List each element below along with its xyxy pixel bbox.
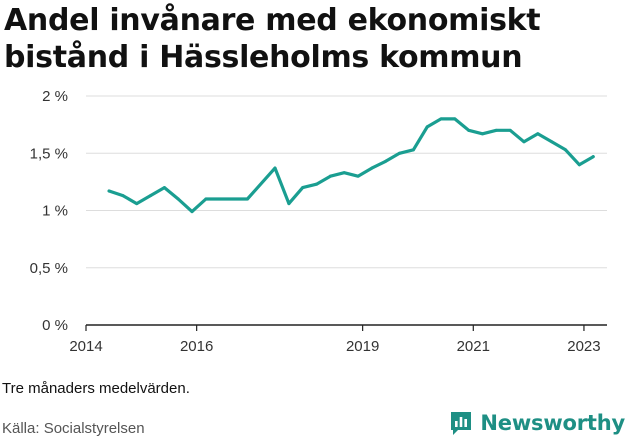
data-point [190, 210, 194, 214]
x-axis-ticks: 2014 2016 2019 2021 2023 [69, 325, 601, 355]
data-point [398, 151, 402, 155]
data-point [218, 197, 222, 201]
data-point [411, 148, 415, 152]
data-point [384, 159, 388, 163]
y-tick-label: 2 % [42, 88, 68, 105]
data-point [315, 182, 319, 186]
bar-chart-speech-bubble-icon [451, 412, 472, 435]
x-tick-label: 2014 [69, 338, 102, 355]
data-point [162, 186, 166, 190]
y-axis-tick-labels: 0 % 0,5 % 1 % 1,5 % 2 % [30, 88, 68, 334]
data-point [328, 174, 332, 178]
y-tick-label: 1,5 % [30, 145, 68, 162]
data-point [591, 155, 595, 159]
data-point [550, 140, 554, 144]
source-credit: Källa: Socialstyrelsen [2, 420, 145, 437]
data-point [301, 186, 305, 190]
gridlines [86, 95, 607, 269]
data-point [121, 194, 125, 198]
x-tick-label: 2019 [346, 338, 379, 355]
data-point [508, 128, 512, 132]
data-point [273, 166, 277, 170]
data-point [204, 197, 208, 201]
data-point [467, 128, 471, 132]
data-point [564, 148, 568, 152]
data-point [536, 132, 540, 136]
data-point [577, 163, 581, 167]
data-point [287, 202, 291, 206]
y-tick-label: 1 % [42, 203, 68, 220]
brand-logo: Newsworthy [449, 408, 625, 438]
brand-name: Newsworthy [480, 411, 625, 435]
line-chart: 0 % 0,5 % 1 % 1,5 % 2 % 2014 2016 2019 2021 2023 [30, 88, 607, 355]
data-point [356, 174, 360, 178]
y-tick-label: 0,5 % [30, 260, 68, 277]
y-tick-label: 0 % [42, 317, 68, 334]
data-point [245, 197, 249, 201]
chart-title: Andel invånare med ekonomiskt bistånd i … [4, 3, 541, 75]
x-tick-label: 2021 [457, 338, 490, 355]
data-point [425, 125, 429, 129]
footnote: Tre månaders medelvärden. [2, 380, 190, 397]
data-point [439, 117, 443, 121]
data-point [370, 166, 374, 170]
data-point [232, 197, 236, 201]
data-point [522, 140, 526, 144]
data-point [342, 171, 346, 175]
series-lines [107, 117, 595, 214]
data-point [453, 117, 457, 121]
data-point [494, 128, 498, 132]
x-tick-label: 2016 [180, 338, 213, 355]
data-point [135, 202, 139, 206]
data-point [481, 132, 485, 136]
data-point [176, 197, 180, 201]
x-tick-label: 2023 [567, 338, 600, 355]
series-line [107, 117, 595, 214]
data-point [107, 189, 111, 193]
data-point [149, 194, 153, 198]
